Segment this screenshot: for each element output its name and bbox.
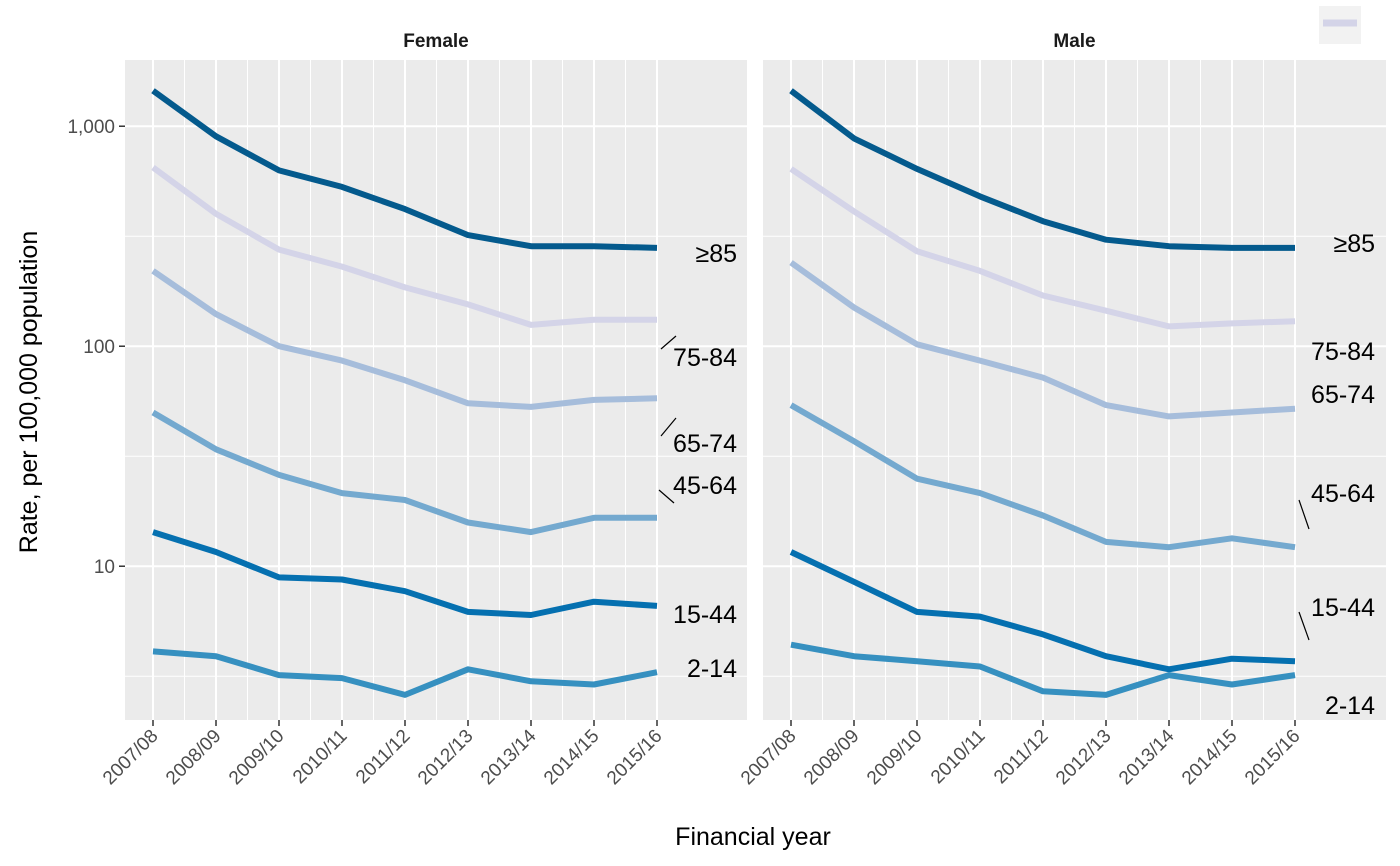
- facet-title-female: Female: [403, 31, 468, 52]
- series-line-male-5: [790, 641, 1296, 698]
- x-tick-label: 2009/10: [863, 726, 926, 789]
- series-line-female-0: [151, 88, 658, 251]
- x-tick-label: 2011/12: [990, 726, 1052, 788]
- series-label: 15-44: [1311, 594, 1375, 622]
- facet-title-male: Male: [1053, 31, 1095, 52]
- series-line-male-3: [789, 402, 1296, 551]
- y-axis: 10 100 1,000: [67, 117, 125, 578]
- series-label: ≥85: [695, 240, 737, 268]
- series-label: 15-44: [673, 601, 737, 629]
- series-label: 65-74: [1311, 381, 1375, 409]
- series-label-leader: [1298, 499, 1310, 530]
- series-label: ≥85: [1333, 230, 1375, 258]
- series-label: 75-84: [1311, 338, 1375, 366]
- series-line-female-3: [151, 409, 657, 536]
- x-tick-label: 2010/11: [927, 726, 989, 788]
- x-tick-label: 2010/11: [289, 726, 351, 788]
- x-tick-label: 2012/13: [1052, 726, 1115, 789]
- y-axis-title: Rate, per 100,000 population: [15, 231, 43, 553]
- series-label-leader: [660, 417, 677, 437]
- series-line-male-2: [789, 260, 1296, 420]
- x-tick-label: 2014/15: [540, 726, 603, 789]
- series-line-male-1: [789, 166, 1296, 330]
- x-tick-label: 2008/09: [800, 726, 863, 789]
- x-tick-label: 2013/14: [1115, 725, 1179, 789]
- series-label-leader: [1298, 611, 1310, 641]
- series-line-male-0: [789, 88, 1295, 251]
- x-tick-label: 2012/13: [414, 726, 477, 789]
- series-line-female-1: [151, 164, 657, 328]
- series-label: 2-14: [1325, 692, 1375, 720]
- series-label-leader: [660, 335, 677, 350]
- series-line-female-4: [152, 529, 658, 618]
- series-label: 45-64: [1311, 480, 1375, 508]
- series-line-male-4: [789, 549, 1296, 673]
- panel-female: Female ≥85 75-84 65-74 45-64 15-44 2-14 2007/08…: [99, 31, 747, 789]
- y-tick-label: 100: [83, 337, 115, 358]
- series-label: 2-14: [687, 655, 737, 683]
- series-label: 65-74: [673, 430, 737, 458]
- y-tick-label: 10: [94, 557, 115, 578]
- x-tick-label: 2007/08: [737, 726, 800, 789]
- x-tick-label: 2008/09: [162, 726, 225, 789]
- series-label: 75-84: [673, 344, 737, 372]
- x-tick-label: 2015/16: [1241, 726, 1304, 789]
- series-line-female-5: [152, 648, 658, 698]
- series-label-leader: [658, 489, 675, 504]
- x-tick-label: 2009/10: [225, 726, 288, 789]
- x-tick-label: 2007/08: [99, 726, 162, 789]
- y-tick-label: 1,000: [67, 117, 115, 138]
- legend: [1319, 6, 1361, 44]
- x-tick-label: 2015/16: [603, 726, 666, 789]
- x-axis-title: Financial year: [675, 823, 831, 851]
- series-line-female-2: [151, 268, 658, 410]
- series-label: 45-64: [673, 472, 737, 500]
- x-tick-label: 2011/12: [352, 726, 414, 788]
- x-tick-label: 2014/15: [1178, 726, 1241, 789]
- x-tick-label: 2013/14: [477, 725, 541, 789]
